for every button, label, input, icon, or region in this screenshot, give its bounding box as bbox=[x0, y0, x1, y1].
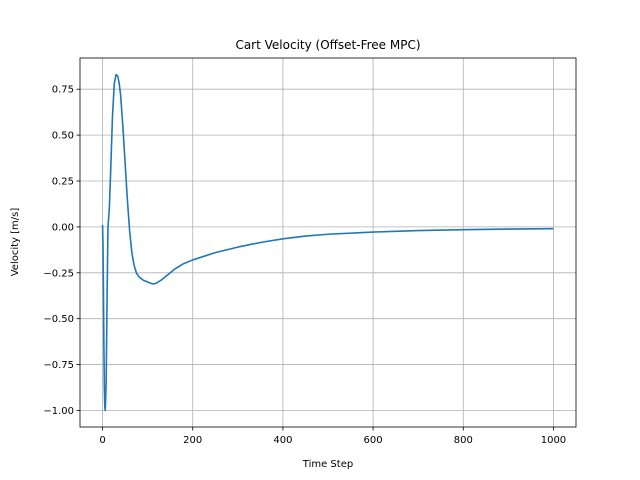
series-layer bbox=[101, 73, 554, 412]
x-axis-label: Time Step bbox=[302, 459, 353, 470]
y-axis-label: Velocity [m/s] bbox=[10, 208, 21, 277]
x-tick-label: 600 bbox=[364, 435, 383, 446]
plot-frame bbox=[79, 57, 577, 428]
x-tick-label: 400 bbox=[273, 435, 292, 446]
y-tick-label: 0.25 bbox=[52, 177, 74, 188]
chart-title: Cart Velocity (Offset-Free MPC) bbox=[235, 38, 420, 52]
y-tick-label: −0.50 bbox=[43, 314, 74, 325]
y-tick-label: −1.00 bbox=[43, 406, 74, 417]
velocity-series-line bbox=[101, 73, 554, 412]
x-tick-label: 0 bbox=[99, 435, 105, 446]
ticks: 0 200 400 600 800 1000 −1.00 −0.75 −0.50 −0.25 0.0… bbox=[43, 85, 566, 446]
y-tick-label: 0.00 bbox=[52, 222, 74, 233]
y-tick-label: 0.75 bbox=[52, 85, 74, 96]
y-tick-label: −0.25 bbox=[43, 268, 74, 279]
grid bbox=[80, 58, 576, 427]
y-tick-label: −0.75 bbox=[43, 360, 74, 371]
x-tick-label: 1000 bbox=[541, 435, 566, 446]
x-tick-label: 800 bbox=[454, 435, 473, 446]
y-tick-label: 0.50 bbox=[52, 131, 74, 142]
x-tick-label: 200 bbox=[183, 435, 202, 446]
